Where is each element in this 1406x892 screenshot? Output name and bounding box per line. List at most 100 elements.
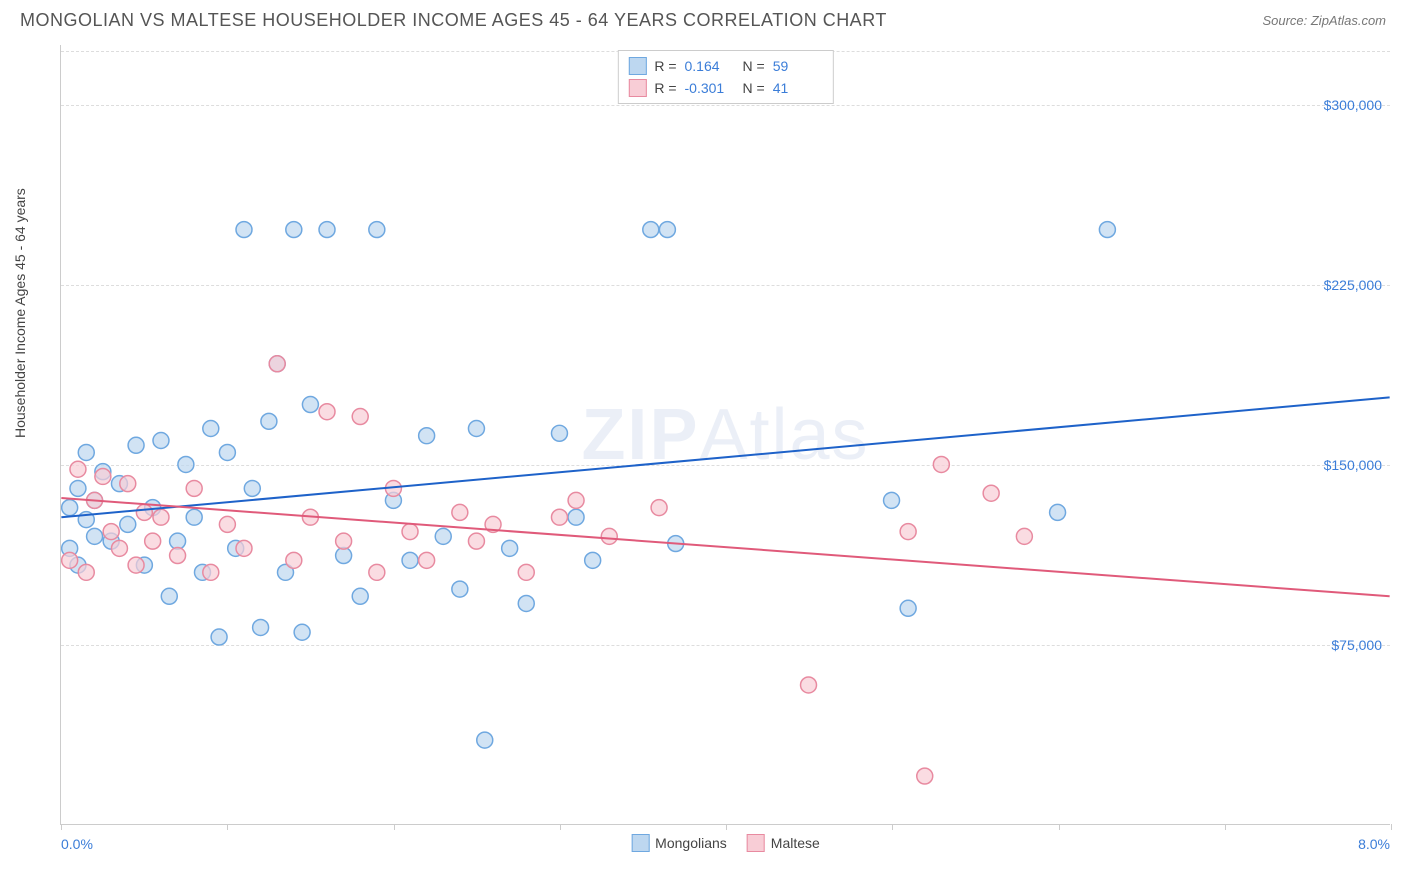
data-point-mongolians	[419, 428, 435, 444]
data-point-mongolians	[402, 552, 418, 568]
x-tick	[726, 824, 727, 830]
data-point-maltese	[236, 540, 252, 556]
x-tick-label: 0.0%	[61, 836, 93, 852]
data-point-maltese	[186, 480, 202, 496]
legend-item-maltese: Maltese	[747, 834, 820, 852]
data-point-mongolians	[120, 516, 136, 532]
data-point-maltese	[468, 533, 484, 549]
data-point-mongolians	[302, 397, 318, 413]
series-legend: Mongolians Maltese	[631, 834, 820, 852]
r-value-mongolians: 0.164	[685, 58, 735, 74]
data-point-maltese	[128, 557, 144, 573]
data-point-maltese	[78, 564, 94, 580]
data-point-mongolians	[319, 222, 335, 238]
x-tick	[227, 824, 228, 830]
data-point-mongolians	[900, 600, 916, 616]
data-point-mongolians	[170, 533, 186, 549]
data-point-mongolians	[211, 629, 227, 645]
r-value-maltese: -0.301	[685, 80, 735, 96]
data-point-mongolians	[1050, 504, 1066, 520]
data-point-maltese	[319, 404, 335, 420]
x-tick	[1059, 824, 1060, 830]
data-point-maltese	[170, 548, 186, 564]
x-tick	[892, 824, 893, 830]
data-point-mongolians	[286, 222, 302, 238]
data-point-maltese	[601, 528, 617, 544]
legend-row-mongolians: R = 0.164 N = 59	[628, 55, 822, 77]
data-point-mongolians	[468, 421, 484, 437]
chart-title: MONGOLIAN VS MALTESE HOUSEHOLDER INCOME …	[20, 10, 887, 31]
data-point-mongolians	[161, 588, 177, 604]
correlation-legend: R = 0.164 N = 59 R = -0.301 N = 41	[617, 50, 833, 104]
data-point-mongolians	[659, 222, 675, 238]
data-point-maltese	[1016, 528, 1032, 544]
data-point-maltese	[917, 768, 933, 784]
data-point-mongolians	[585, 552, 601, 568]
data-point-mongolians	[884, 492, 900, 508]
data-point-mongolians	[261, 413, 277, 429]
x-tick	[394, 824, 395, 830]
data-point-maltese	[203, 564, 219, 580]
data-point-maltese	[62, 552, 78, 568]
data-point-maltese	[801, 677, 817, 693]
x-tick	[61, 824, 62, 830]
data-point-maltese	[983, 485, 999, 501]
data-point-maltese	[369, 564, 385, 580]
x-tick	[560, 824, 561, 830]
data-point-maltese	[452, 504, 468, 520]
data-point-mongolians	[128, 437, 144, 453]
data-point-mongolians	[551, 425, 567, 441]
data-point-maltese	[95, 468, 111, 484]
swatch-mongolians-bottom	[631, 834, 649, 852]
data-point-mongolians	[435, 528, 451, 544]
swatch-maltese	[628, 79, 646, 97]
n-label: N =	[743, 80, 765, 96]
plot-area: ZIPAtlas R = 0.164 N = 59 R = -0.301 N =…	[60, 45, 1390, 825]
data-point-maltese	[153, 509, 169, 525]
legend-item-mongolians: Mongolians	[631, 834, 727, 852]
data-point-mongolians	[253, 619, 269, 635]
data-point-maltese	[900, 524, 916, 540]
data-point-mongolians	[236, 222, 252, 238]
x-tick	[1225, 824, 1226, 830]
source-attribution: Source: ZipAtlas.com	[1262, 13, 1386, 28]
chart-area: ZIPAtlas R = 0.164 N = 59 R = -0.301 N =…	[60, 45, 1390, 825]
data-point-maltese	[933, 456, 949, 472]
series-name-maltese: Maltese	[771, 835, 820, 851]
data-point-mongolians	[568, 509, 584, 525]
data-point-mongolians	[643, 222, 659, 238]
data-point-mongolians	[336, 548, 352, 564]
data-point-maltese	[70, 461, 86, 477]
data-point-maltese	[120, 476, 136, 492]
data-point-mongolians	[219, 444, 235, 460]
data-point-maltese	[219, 516, 235, 532]
data-point-maltese	[136, 504, 152, 520]
swatch-mongolians	[628, 57, 646, 75]
data-point-mongolians	[178, 456, 194, 472]
data-point-mongolians	[62, 500, 78, 516]
data-point-maltese	[419, 552, 435, 568]
r-label: R =	[654, 80, 676, 96]
data-point-maltese	[352, 409, 368, 425]
data-point-maltese	[286, 552, 302, 568]
data-point-mongolians	[78, 444, 94, 460]
data-point-mongolians	[369, 222, 385, 238]
data-point-mongolians	[518, 595, 534, 611]
x-tick	[1391, 824, 1392, 830]
n-value-mongolians: 59	[773, 58, 823, 74]
data-point-mongolians	[203, 421, 219, 437]
data-point-maltese	[103, 524, 119, 540]
data-point-mongolians	[186, 509, 202, 525]
data-point-mongolians	[1099, 222, 1115, 238]
data-point-maltese	[145, 533, 161, 549]
data-point-mongolians	[153, 433, 169, 449]
scatter-svg	[61, 45, 1390, 824]
legend-row-maltese: R = -0.301 N = 41	[628, 77, 822, 99]
data-point-mongolians	[502, 540, 518, 556]
data-point-maltese	[551, 509, 567, 525]
data-point-mongolians	[244, 480, 260, 496]
data-point-maltese	[336, 533, 352, 549]
y-axis-label: Householder Income Ages 45 - 64 years	[12, 188, 28, 438]
trend-line-mongolians	[61, 397, 1389, 517]
n-label: N =	[743, 58, 765, 74]
